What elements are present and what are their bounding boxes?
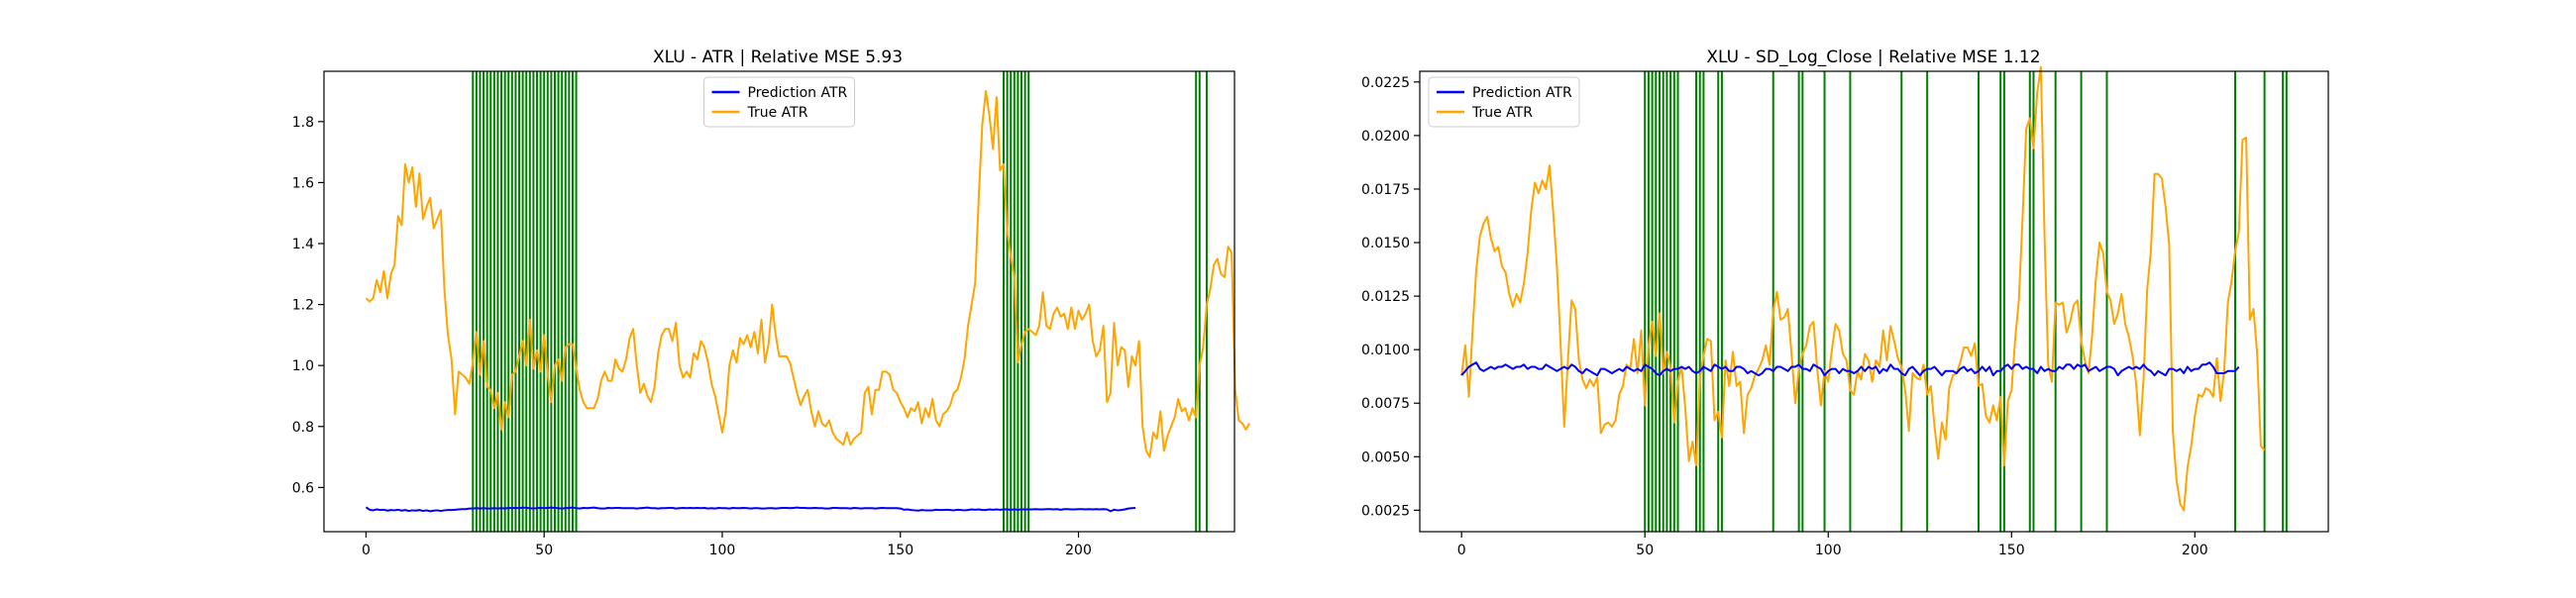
x-tick-label: 150 <box>887 543 913 558</box>
y-tick-label: 0.0050 <box>1361 449 1410 465</box>
y-tick-label: 0.0125 <box>1361 289 1410 305</box>
chart-sd-log-close: XLU - SD_Log_Close | Relative MSE 1.12 0… <box>1361 48 2329 558</box>
series-line <box>365 90 1250 458</box>
x-tick-label: 100 <box>1815 543 1842 558</box>
y-tick-label: 1.2 <box>292 298 314 314</box>
series-line <box>1460 361 2240 377</box>
y-tick-label: 1.0 <box>292 358 314 374</box>
y-axis-ticks: 0.0025 0.0050 0.0075 0.0100 0.0125 0.0150 0.01… <box>1361 75 1420 519</box>
x-tick-label: 0 <box>1457 543 1466 558</box>
x-tick-label: 100 <box>709 543 736 558</box>
legend-label-prediction: Prediction ATR <box>1472 85 1572 101</box>
series-line <box>1460 65 2266 512</box>
y-tick-label: 0.8 <box>292 420 314 436</box>
y-tick-label: 0.6 <box>292 480 314 496</box>
marker-lines <box>472 71 1208 532</box>
legend: Prediction ATR True ATR <box>703 76 855 128</box>
y-tick-label: 0.0100 <box>1361 343 1410 358</box>
x-tick-label: 150 <box>1998 543 2025 558</box>
y-tick-label: 1.6 <box>292 175 314 191</box>
legend-label-true: True ATR <box>1471 105 1533 121</box>
x-tick-label: 0 <box>362 543 371 558</box>
x-axis-ticks: 0 50 100 150 200 <box>1457 532 2208 558</box>
chart-title: XLU - ATR | Relative MSE 5.93 <box>653 48 903 67</box>
y-tick-label: 1.8 <box>292 115 314 131</box>
legend-label-prediction: Prediction ATR <box>748 85 848 101</box>
legend: Prediction ATR True ATR <box>1428 76 1580 128</box>
series-lines <box>365 90 1250 513</box>
legend-box <box>1428 76 1580 128</box>
x-tick-label: 200 <box>2182 543 2208 558</box>
series-lines <box>1460 65 2266 512</box>
y-axis-ticks: 0.6 0.8 1.0 1.2 1.4 1.6 1.8 <box>292 115 324 496</box>
y-tick-label: 1.4 <box>292 237 314 252</box>
chart-atr: XLU - ATR | Relative MSE 5.93 0 50 100 150 2… <box>292 48 1250 558</box>
plot-frame <box>323 70 1235 533</box>
x-tick-label: 200 <box>1065 543 1092 558</box>
x-tick-label: 50 <box>535 543 553 558</box>
y-tick-label: 0.0025 <box>1361 503 1410 519</box>
legend-label-true: True ATR <box>747 105 808 121</box>
y-tick-label: 0.0175 <box>1361 182 1410 198</box>
legend-box <box>703 76 855 128</box>
marker-lines <box>1644 71 2288 532</box>
y-tick-label: 0.0150 <box>1361 236 1410 251</box>
chart-title: XLU - SD_Log_Close | Relative MSE 1.12 <box>1706 48 2040 67</box>
y-tick-label: 0.0075 <box>1361 396 1410 412</box>
y-tick-label: 0.0200 <box>1361 129 1410 145</box>
y-tick-label: 0.0225 <box>1361 75 1410 91</box>
x-axis-ticks: 0 50 100 150 200 <box>362 532 1092 558</box>
x-tick-label: 50 <box>1636 543 1654 558</box>
plot-frame <box>1419 70 2329 533</box>
series-line <box>365 506 1136 513</box>
